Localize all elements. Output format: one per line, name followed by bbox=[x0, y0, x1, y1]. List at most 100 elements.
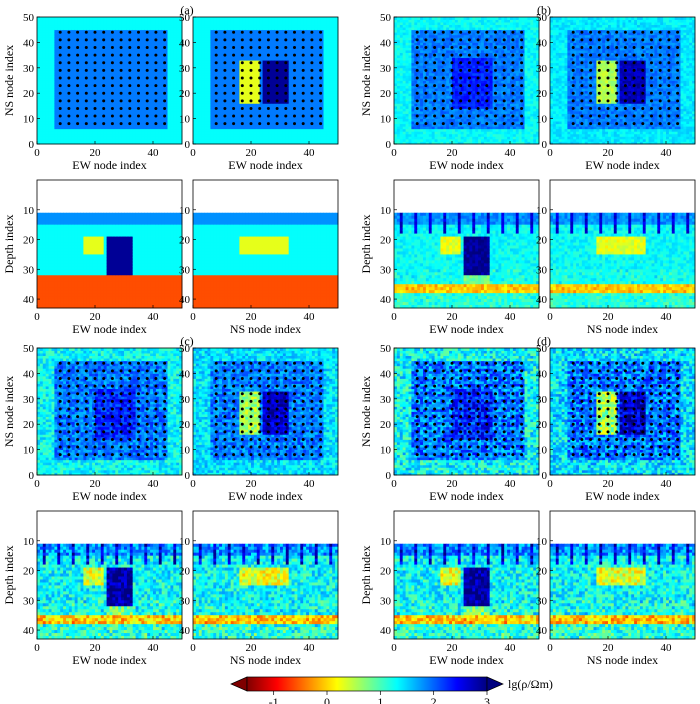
heatmap-cell bbox=[144, 42, 147, 45]
heatmap-cell bbox=[69, 275, 72, 278]
heatmap-cell bbox=[54, 275, 57, 278]
heatmap-cell bbox=[170, 111, 173, 114]
heatmap-cell bbox=[107, 231, 110, 234]
heatmap-cell bbox=[57, 278, 60, 281]
heatmap-cell bbox=[133, 260, 136, 263]
heatmap-cell bbox=[141, 290, 144, 293]
heatmap-cell bbox=[75, 222, 78, 225]
heatmap-cell bbox=[144, 281, 147, 284]
heatmap-cell bbox=[83, 240, 86, 243]
heatmap-cell bbox=[147, 219, 150, 222]
heatmap-cell bbox=[92, 228, 95, 231]
heatmap-cell bbox=[205, 65, 208, 68]
heatmap-cell bbox=[63, 111, 66, 114]
heatmap-cell bbox=[54, 126, 57, 129]
heatmap-cell bbox=[136, 257, 139, 260]
heatmap-cell bbox=[75, 81, 78, 84]
heatmap-cell bbox=[147, 216, 150, 219]
heatmap-cell bbox=[66, 136, 69, 139]
heatmap-cell bbox=[141, 81, 144, 84]
heatmap-cell bbox=[139, 269, 142, 272]
heatmap-cell bbox=[101, 287, 104, 290]
heatmap-cell bbox=[57, 22, 60, 25]
heatmap-cell bbox=[49, 73, 52, 76]
heatmap-cell bbox=[121, 251, 124, 254]
heatmap-cell bbox=[37, 129, 40, 132]
heatmap-cell bbox=[156, 243, 159, 246]
heatmap-cell bbox=[40, 272, 43, 275]
heatmap-cell bbox=[150, 73, 153, 76]
heatmap-cell bbox=[78, 234, 81, 237]
heatmap-cell bbox=[208, 131, 211, 134]
heatmap-cell bbox=[98, 296, 101, 299]
heatmap-cell bbox=[173, 25, 176, 28]
heatmap-cell bbox=[46, 101, 49, 104]
heatmap-cell bbox=[69, 225, 72, 228]
heatmap-cell bbox=[162, 134, 165, 137]
heatmap-cell bbox=[63, 216, 66, 219]
heatmap-cell bbox=[228, 25, 231, 28]
heatmap-cell bbox=[208, 83, 211, 86]
heatmap-cell bbox=[127, 275, 130, 278]
heatmap-cell bbox=[57, 231, 60, 234]
heatmap-cell bbox=[193, 25, 196, 28]
heatmap-cell bbox=[107, 284, 110, 287]
heatmap-cell bbox=[173, 260, 176, 263]
heatmap-cell bbox=[165, 134, 168, 137]
heatmap-cell bbox=[170, 136, 173, 139]
heatmap-cell bbox=[153, 272, 156, 275]
heatmap-cell bbox=[170, 20, 173, 23]
heatmap-cell bbox=[72, 225, 75, 228]
heatmap-cell bbox=[81, 32, 84, 35]
heatmap-cell bbox=[193, 17, 196, 20]
heatmap-cell bbox=[115, 119, 118, 122]
heatmap-cell bbox=[98, 299, 101, 302]
receiver-point bbox=[59, 84, 62, 87]
heatmap-cell bbox=[165, 275, 168, 278]
heatmap-cell bbox=[40, 73, 43, 76]
heatmap-cell bbox=[176, 129, 179, 132]
heatmap-cell bbox=[196, 93, 199, 96]
heatmap-cell bbox=[46, 35, 49, 38]
heatmap-cell bbox=[40, 254, 43, 257]
heatmap-cell bbox=[210, 20, 213, 23]
heatmap-cell bbox=[46, 45, 49, 48]
heatmap-cell bbox=[110, 131, 113, 134]
heatmap-cell bbox=[205, 129, 208, 132]
heatmap-cell bbox=[101, 251, 104, 254]
heatmap-cell bbox=[136, 35, 139, 38]
heatmap-cell bbox=[219, 103, 222, 106]
heatmap-cell bbox=[54, 234, 57, 237]
heatmap-cell bbox=[199, 91, 202, 94]
heatmap-cell bbox=[150, 27, 153, 30]
heatmap-cell bbox=[173, 73, 176, 76]
heatmap-cell bbox=[75, 296, 78, 299]
heatmap-cell bbox=[193, 73, 196, 76]
heatmap-cell bbox=[176, 32, 179, 35]
heatmap-cell bbox=[170, 121, 173, 124]
heatmap-cell bbox=[107, 96, 110, 99]
heatmap-cell bbox=[133, 299, 136, 302]
heatmap-cell bbox=[115, 228, 118, 231]
heatmap-cell bbox=[156, 35, 159, 38]
heatmap-cell bbox=[168, 86, 171, 89]
heatmap-cell bbox=[199, 124, 202, 127]
heatmap-cell bbox=[54, 278, 57, 281]
heatmap-cell bbox=[46, 32, 49, 35]
heatmap-cell bbox=[52, 58, 55, 61]
heatmap-cell bbox=[168, 20, 171, 23]
heatmap-cell bbox=[127, 119, 130, 122]
heatmap-cell bbox=[37, 139, 40, 142]
heatmap-cell bbox=[92, 225, 95, 228]
heatmap-cell bbox=[124, 98, 127, 101]
heatmap-cell bbox=[63, 93, 66, 96]
heatmap-cell bbox=[60, 213, 63, 216]
heatmap-cell bbox=[165, 257, 168, 260]
heatmap-cell bbox=[63, 114, 66, 117]
heatmap-cell bbox=[144, 275, 147, 278]
heatmap-cell bbox=[173, 237, 176, 240]
heatmap-cell bbox=[37, 213, 40, 216]
heatmap-cell bbox=[147, 22, 150, 25]
heatmap-cell bbox=[89, 88, 92, 91]
heatmap-cell bbox=[72, 269, 75, 272]
